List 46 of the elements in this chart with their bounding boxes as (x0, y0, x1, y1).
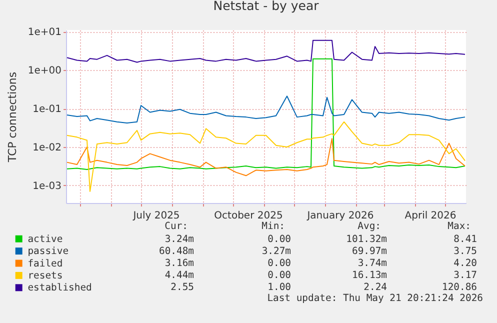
text: 0.00 (268, 234, 291, 246)
text: 8.41 (454, 234, 477, 246)
chart-title: Netstat - by year (213, 0, 320, 14)
text: 0.00 (268, 258, 291, 270)
text: 120.86 (442, 282, 477, 294)
text: 3.16m (164, 258, 194, 270)
y-tick-label: 1e+01 (28, 27, 62, 38)
x-tick-label: January 2026 (306, 210, 374, 222)
text: 3.75 (454, 246, 477, 258)
text: 0.00 (268, 270, 291, 282)
legend-label: established (28, 282, 92, 294)
line-series (66, 58, 466, 170)
y-axis-title: TCP connections (6, 72, 19, 164)
text: 3.17 (454, 270, 477, 282)
x-tick-label: April 2026 (404, 210, 456, 222)
text: 60.48m (159, 246, 194, 258)
text: 3.27m (262, 246, 291, 258)
text: 4.44m (164, 270, 194, 282)
text: 3.74m (358, 258, 387, 270)
y-tick-label: 1e-01 (32, 104, 62, 116)
y-tick-label: 1e-03 (32, 180, 62, 192)
y-tick-label: 1e-02 (32, 142, 62, 154)
text: Last update: Thu May 21 20:21:24 2026 (267, 293, 483, 305)
legend-label: passive (28, 246, 69, 258)
text: 16.13m (352, 270, 387, 282)
text: 3.24m (164, 234, 194, 246)
text: Cur: (164, 221, 188, 233)
line-series (66, 121, 466, 192)
line-series (66, 138, 466, 176)
text: Max: (448, 221, 471, 233)
x-tick-label: July 2025 (132, 210, 180, 222)
text: 2.24 (364, 282, 387, 294)
text: Min: (262, 221, 285, 233)
text: 101.32m (346, 234, 387, 246)
line-series (66, 40, 466, 63)
text: 4.20 (454, 258, 477, 270)
legend-label: active (28, 234, 63, 245)
text: 2.55 (170, 282, 194, 294)
legend-label: failed (28, 258, 63, 270)
text: Avg: (358, 221, 381, 233)
text: 1.00 (268, 282, 291, 294)
x-tick-label: October 2025 (214, 210, 283, 222)
y-tick-label: 1e+00 (28, 66, 62, 77)
line-series (66, 96, 466, 124)
text: 69.97m (352, 246, 387, 258)
legend-label: resets (28, 270, 63, 282)
